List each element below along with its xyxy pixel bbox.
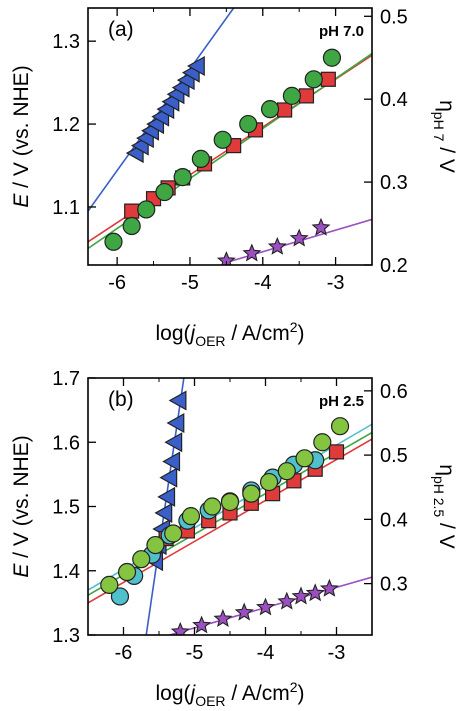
data-point bbox=[104, 232, 123, 251]
data-point bbox=[157, 486, 176, 507]
y-tick-label: 1.5 bbox=[52, 497, 80, 519]
data-point bbox=[170, 621, 190, 635]
ph-annotation: pH 2.5 bbox=[319, 393, 364, 410]
data-point bbox=[256, 597, 275, 616]
data-point bbox=[110, 587, 130, 606]
data-point bbox=[277, 591, 297, 610]
data-point bbox=[234, 602, 254, 621]
y2-tick-label: 0.3 bbox=[380, 574, 408, 596]
data-point bbox=[122, 216, 141, 236]
y-axis-label: E / V (vs. NHE) bbox=[10, 65, 33, 207]
y2-tick-label: 0.5 bbox=[380, 445, 408, 467]
data-point bbox=[320, 71, 336, 87]
x-tick-label: -5 bbox=[181, 272, 199, 294]
data-point bbox=[282, 86, 301, 105]
data-point bbox=[162, 451, 181, 472]
plot-frame bbox=[87, 7, 373, 266]
data-point bbox=[117, 562, 137, 582]
data-point bbox=[220, 492, 240, 512]
data-point bbox=[298, 88, 315, 104]
data-point bbox=[159, 467, 178, 488]
data-point bbox=[322, 48, 342, 67]
x-tick-label: -6 bbox=[115, 642, 133, 664]
x-tick-label: -4 bbox=[254, 272, 272, 294]
x-axis-label: log(jOER / A/cm2) bbox=[155, 679, 304, 709]
data-point bbox=[166, 412, 185, 434]
y-tick-label: 1.3 bbox=[52, 31, 80, 53]
data-point bbox=[328, 444, 345, 460]
y-tick-label: 1.1 bbox=[52, 197, 80, 219]
series-3 bbox=[100, 417, 350, 594]
series-0 bbox=[125, 56, 205, 164]
y-tick-label: 1.4 bbox=[52, 561, 80, 583]
data-point bbox=[291, 586, 311, 605]
data-point bbox=[155, 182, 174, 202]
plot-area bbox=[88, 378, 372, 635]
data-point bbox=[330, 417, 350, 436]
data-point bbox=[187, 56, 205, 77]
data-point bbox=[259, 472, 279, 492]
panel-label: (b) bbox=[108, 388, 134, 411]
data-point bbox=[146, 535, 165, 555]
y2-tick-label: 0.3 bbox=[380, 172, 408, 194]
data-point bbox=[164, 432, 183, 453]
y-tick-label: 1.3 bbox=[52, 625, 80, 647]
data-point bbox=[313, 433, 332, 452]
data-point bbox=[319, 578, 339, 597]
data-point bbox=[277, 462, 296, 481]
data-point bbox=[239, 114, 258, 134]
ph-annotation: pH 7.0 bbox=[319, 23, 364, 40]
data-point bbox=[311, 217, 331, 236]
y-tick-label: 1.6 bbox=[52, 432, 80, 454]
data-point bbox=[304, 70, 323, 89]
series-2 bbox=[104, 48, 342, 251]
data-point bbox=[124, 203, 140, 219]
y2-tick-label: 0.4 bbox=[380, 509, 408, 531]
y-tick-label: 1.7 bbox=[52, 368, 80, 390]
data-point bbox=[154, 502, 173, 523]
y2-tick-label: 0.4 bbox=[380, 89, 408, 111]
series-4 bbox=[170, 578, 339, 635]
series-3 bbox=[216, 217, 331, 265]
x-tick-label: -3 bbox=[328, 642, 346, 664]
data-point bbox=[132, 550, 151, 569]
data-point bbox=[242, 484, 261, 503]
data-point bbox=[213, 608, 233, 627]
data-point bbox=[295, 449, 314, 468]
data-point bbox=[181, 507, 201, 526]
y2-axis-label: ηpH 7 / V bbox=[431, 100, 458, 173]
data-point bbox=[100, 575, 119, 594]
y2-tick-label: 0.6 bbox=[380, 381, 408, 403]
x-tick-label: -6 bbox=[108, 272, 126, 294]
data-point bbox=[242, 243, 262, 262]
x-axis-label: log(jOER / A/cm2) bbox=[155, 319, 304, 349]
y2-axis-label: ηpH 2.5 / V bbox=[431, 464, 458, 548]
y-tick-label: 1.2 bbox=[52, 114, 80, 136]
data-point bbox=[305, 583, 325, 602]
y2-tick-label: 0.2 bbox=[380, 255, 408, 277]
data-point bbox=[289, 228, 309, 247]
x-tick-label: -3 bbox=[327, 272, 345, 294]
data-point bbox=[168, 390, 187, 411]
x-tick-label: -5 bbox=[186, 642, 204, 664]
chart-panel-a: -6 -5 -4 -3 1.1 1.2 1.3 0.2 0.3 0.4 0.5 (a) pH 7.0 lo… bbox=[10, 6, 458, 349]
y2-tick-label: 0.5 bbox=[380, 6, 408, 28]
data-point bbox=[192, 615, 212, 634]
data-point bbox=[173, 168, 192, 187]
x-tick-label: -4 bbox=[257, 642, 275, 664]
plot-area bbox=[88, 8, 372, 265]
panel-label: (a) bbox=[108, 18, 134, 41]
data-point bbox=[164, 524, 183, 543]
y-axis-label: E / V (vs. NHE) bbox=[10, 435, 33, 577]
data-point bbox=[260, 100, 280, 119]
data-point bbox=[213, 130, 232, 149]
data-point bbox=[191, 149, 210, 168]
data-point bbox=[137, 200, 156, 219]
data-point bbox=[203, 497, 222, 516]
chart-panel-b: -6 -5 -4 -3 1.3 1.4 1.5 1.6 1.7 0.3 0.4 0.5 0.6 (b) pH… bbox=[10, 368, 458, 709]
data-point bbox=[267, 236, 287, 255]
data-point bbox=[277, 102, 293, 118]
